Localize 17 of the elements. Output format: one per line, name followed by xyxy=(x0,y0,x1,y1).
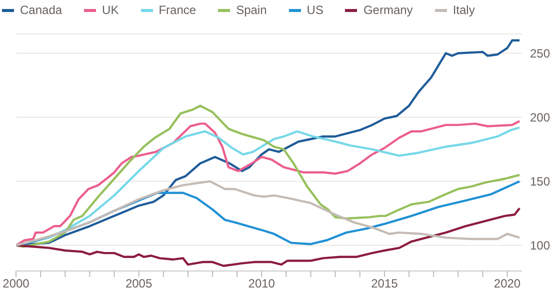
y-tick-label: 250 xyxy=(530,46,550,60)
x-tick-label: 2015 xyxy=(371,276,398,291)
legend-label: Italy xyxy=(452,3,475,17)
legend-label: France xyxy=(158,3,196,17)
legend-label: US xyxy=(306,3,324,17)
y-tick-label: 200 xyxy=(530,110,550,125)
legend-label: Germany xyxy=(362,3,413,17)
x-tick-label: 2000 xyxy=(2,276,30,291)
legend-label: UK xyxy=(101,3,119,17)
x-tick-label: 2005 xyxy=(125,276,152,291)
y-tick-label: 100 xyxy=(530,238,550,253)
legend-label: Canada xyxy=(19,3,62,17)
x-tick-label: 2020 xyxy=(494,276,521,291)
line-series xyxy=(16,207,521,267)
legend-label: Spain xyxy=(235,3,267,17)
x-tick-label: 2010 xyxy=(248,276,276,291)
y-tick-label: 150 xyxy=(530,174,550,189)
